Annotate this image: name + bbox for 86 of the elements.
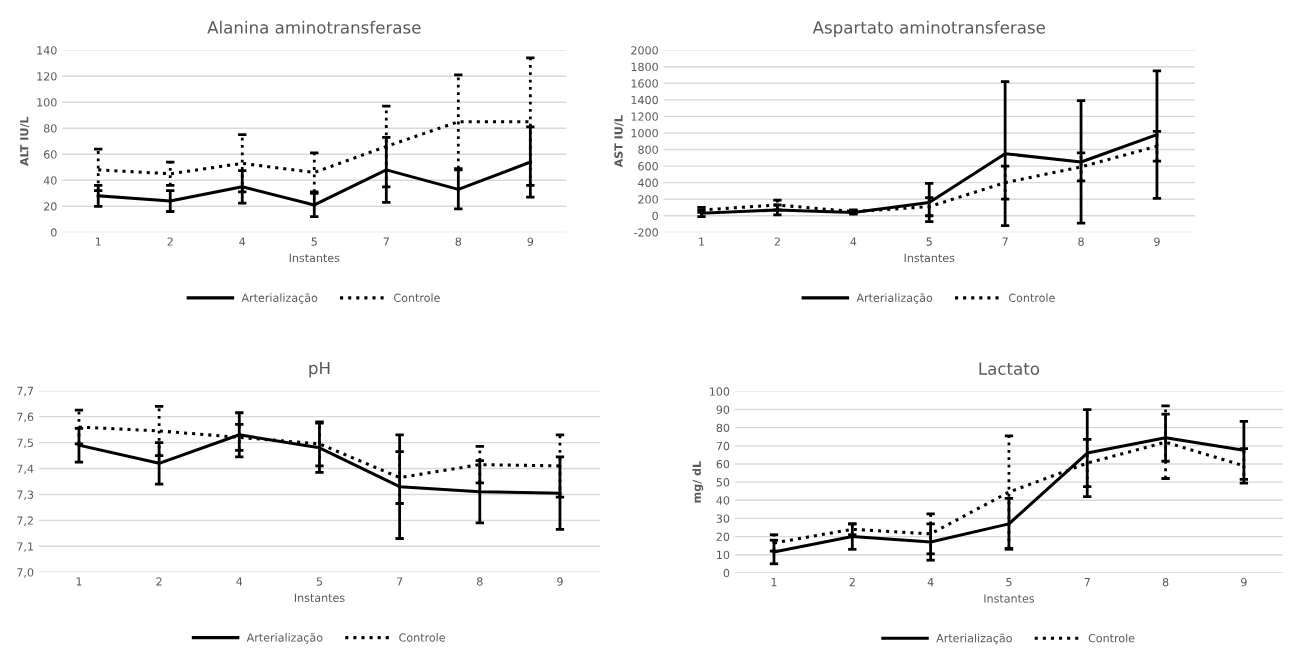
y-tick-label: 10 <box>717 550 730 560</box>
y-axis-title: AST IU/L <box>614 115 624 168</box>
x-tick-label: 7 <box>383 237 389 246</box>
y-tick-label: 50 <box>716 478 730 487</box>
y-tick-label: 7,5 <box>17 438 34 449</box>
x-axis-title: Instantes <box>984 594 1035 603</box>
chart-title: Lactato <box>979 362 1040 375</box>
y-tick-label: 600 <box>638 162 658 171</box>
x-tick-label: 8 <box>1078 237 1084 246</box>
y-tick-label: 1200 <box>631 112 658 121</box>
y-tick-label: 140 <box>37 46 57 55</box>
x-tick-label: 5 <box>1006 578 1012 587</box>
legend-label: Controle <box>1088 633 1135 643</box>
y-tick-label: 80 <box>43 124 57 133</box>
x-tick-label: 7 <box>397 577 403 586</box>
x-tick-label: 2 <box>156 577 162 586</box>
x-tick-label: 5 <box>316 577 323 586</box>
y-axis-title: mg/ dL <box>692 461 704 503</box>
chart-title: Alanina aminotransferase <box>207 20 421 34</box>
x-tick-label: 4 <box>927 578 934 587</box>
y-tick-label: 70 <box>716 441 730 451</box>
y-tick-label: 60 <box>716 459 730 469</box>
legend-label: Controle <box>399 633 445 642</box>
x-tick-label: 2 <box>849 577 855 587</box>
y-tick-label: 90 <box>716 405 730 414</box>
y-tick-label: 200 <box>638 195 658 204</box>
y-tick-label: 80 <box>716 423 730 433</box>
y-tick-label: 1600 <box>631 79 658 88</box>
x-tick-label: 5 <box>926 237 932 246</box>
y-tick-label: 0 <box>51 228 57 237</box>
x-tick-label: 9 <box>1154 237 1160 246</box>
y-tick-label: 0 <box>652 211 658 221</box>
x-tick-label: 8 <box>455 237 462 246</box>
x-tick-label: 7 <box>1084 578 1090 587</box>
legend-label: Controle <box>394 293 440 302</box>
x-tick-label: 4 <box>239 237 246 246</box>
y-tick-label: 7,6 <box>17 412 34 423</box>
x-tick-label: 4 <box>850 237 857 246</box>
x-tick-label: 4 <box>236 577 243 586</box>
y-tick-label: 7,1 <box>17 542 33 552</box>
y-tick-label: 120 <box>37 72 57 81</box>
x-tick-label: 1 <box>76 577 82 586</box>
x-tick-label: 2 <box>167 237 173 246</box>
y-tick-label: 1400 <box>631 95 658 105</box>
y-tick-label: 20 <box>44 202 57 211</box>
x-axis-title: Instantes <box>294 593 345 602</box>
x-tick-label: 2 <box>774 237 780 246</box>
y-axis-title: ALT IU/L <box>20 116 30 166</box>
x-tick-label: 1 <box>95 237 101 246</box>
legend-label: Arterialização <box>856 293 933 304</box>
y-tick-label: -200 <box>634 228 658 237</box>
y-tick-label: 7,0 <box>17 568 34 578</box>
y-tick-label: 2000 <box>631 46 658 55</box>
legend-label: Arterialização <box>241 293 318 304</box>
y-tick-label: 400 <box>638 178 658 188</box>
y-tick-label: 40 <box>716 496 730 505</box>
x-tick-label: 9 <box>557 577 563 586</box>
y-tick-label: 100 <box>37 98 57 107</box>
y-tick-label: 1800 <box>631 62 658 72</box>
y-tick-label: 40 <box>43 176 57 185</box>
x-tick-label: 5 <box>311 237 317 246</box>
y-tick-label: 7,4 <box>17 464 34 475</box>
y-tick-label: 30 <box>716 514 730 523</box>
y-tick-label: 7,7 <box>17 386 34 397</box>
legend-label: Arterialização <box>936 633 1012 645</box>
x-tick-label: 7 <box>1002 237 1008 246</box>
chart-title: Aspartato aminotransferase <box>812 20 1046 37</box>
y-tick-label: 800 <box>638 145 658 154</box>
y-tick-label: 0 <box>723 568 730 578</box>
y-tick-label: 20 <box>716 532 730 541</box>
x-tick-label: 8 <box>477 577 483 586</box>
x-tick-label: 1 <box>699 237 705 246</box>
chart-title: pH <box>309 361 330 378</box>
x-tick-label: 1 <box>771 578 777 587</box>
x-tick-label: 9 <box>527 237 534 246</box>
y-tick-label: 60 <box>43 150 57 159</box>
x-tick-label: 9 <box>1241 577 1247 587</box>
y-tick-label: 100 <box>709 387 730 396</box>
legend-label: Controle <box>1008 293 1055 302</box>
x-axis-title: Instantes <box>289 253 340 263</box>
legend-label: Arterialização <box>246 632 323 644</box>
y-tick-label: 1000 <box>631 128 658 138</box>
y-tick-label: 7,3 <box>17 490 34 500</box>
x-axis-title: Instantes <box>904 253 955 263</box>
x-tick-label: 8 <box>1162 577 1169 587</box>
y-tick-label: 7,2 <box>17 516 33 526</box>
